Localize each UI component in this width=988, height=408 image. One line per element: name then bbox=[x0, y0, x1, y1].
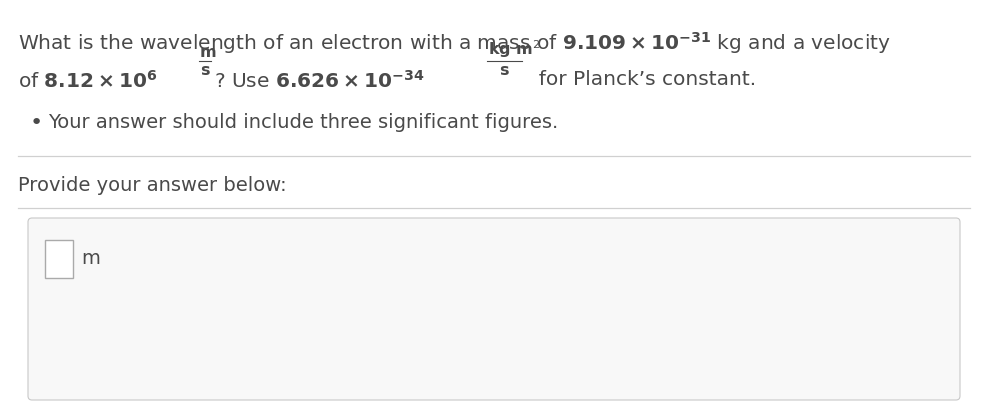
Text: for Planck’s constant.: for Planck’s constant. bbox=[526, 70, 756, 89]
Text: s: s bbox=[200, 63, 209, 78]
Text: of $\mathbf{8.12 \times 10^{6}}$: of $\mathbf{8.12 \times 10^{6}}$ bbox=[18, 70, 157, 92]
Text: ? Use $\mathbf{6.626 \times 10^{-34}}$: ? Use $\mathbf{6.626 \times 10^{-34}}$ bbox=[214, 70, 425, 92]
Text: m: m bbox=[200, 45, 216, 60]
FancyBboxPatch shape bbox=[28, 218, 960, 400]
Text: Your answer should include three significant figures.: Your answer should include three signifi… bbox=[48, 113, 558, 132]
Text: s: s bbox=[500, 63, 509, 78]
Text: •: • bbox=[30, 113, 43, 133]
FancyBboxPatch shape bbox=[45, 240, 73, 278]
Text: m: m bbox=[81, 250, 100, 268]
Text: Provide your answer below:: Provide your answer below: bbox=[18, 176, 287, 195]
Text: kg m$^2$: kg m$^2$ bbox=[487, 38, 540, 60]
Text: What is the wavelength of an electron with a mass of $\mathbf{9.109 \times 10^{-: What is the wavelength of an electron wi… bbox=[18, 30, 891, 56]
